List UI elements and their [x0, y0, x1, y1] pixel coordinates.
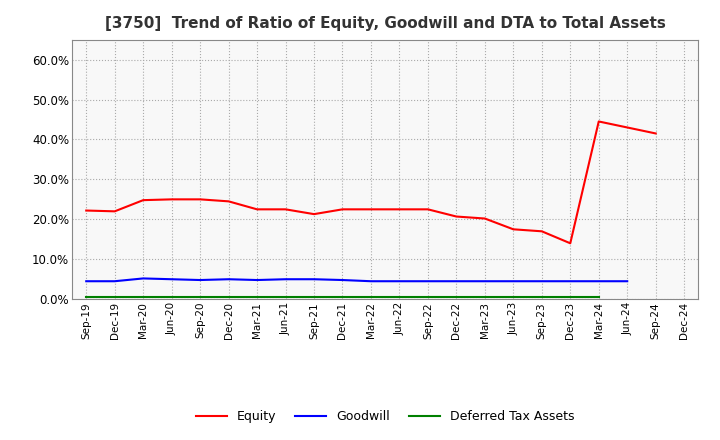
Equity: [509, 227, 518, 232]
Deferred Tax Assets: [282, 294, 290, 300]
Equity: [253, 207, 261, 212]
Goodwill: [566, 279, 575, 284]
Deferred Tax Assets: [196, 294, 204, 300]
Deferred Tax Assets: [423, 294, 432, 300]
Goodwill: [509, 279, 518, 284]
Goodwill: [480, 279, 489, 284]
Equity: [110, 209, 119, 214]
Title: [3750]  Trend of Ratio of Equity, Goodwill and DTA to Total Assets: [3750] Trend of Ratio of Equity, Goodwil…: [105, 16, 665, 32]
Deferred Tax Assets: [566, 294, 575, 300]
Deferred Tax Assets: [509, 294, 518, 300]
Deferred Tax Assets: [253, 294, 261, 300]
Deferred Tax Assets: [537, 294, 546, 300]
Goodwill: [196, 277, 204, 282]
Equity: [282, 207, 290, 212]
Deferred Tax Assets: [110, 294, 119, 300]
Equity: [395, 207, 404, 212]
Deferred Tax Assets: [139, 294, 148, 300]
Line: Goodwill: Goodwill: [86, 279, 627, 281]
Equity: [82, 208, 91, 213]
Equity: [338, 207, 347, 212]
Equity: [196, 197, 204, 202]
Equity: [623, 125, 631, 130]
Deferred Tax Assets: [595, 294, 603, 300]
Deferred Tax Assets: [395, 294, 404, 300]
Goodwill: [338, 277, 347, 282]
Goodwill: [595, 279, 603, 284]
Goodwill: [537, 279, 546, 284]
Goodwill: [395, 279, 404, 284]
Equity: [652, 131, 660, 136]
Equity: [225, 199, 233, 204]
Deferred Tax Assets: [167, 294, 176, 300]
Deferred Tax Assets: [452, 294, 461, 300]
Deferred Tax Assets: [366, 294, 375, 300]
Equity: [310, 212, 318, 217]
Equity: [366, 207, 375, 212]
Deferred Tax Assets: [338, 294, 347, 300]
Goodwill: [423, 279, 432, 284]
Goodwill: [82, 279, 91, 284]
Line: Equity: Equity: [86, 121, 656, 243]
Legend: Equity, Goodwill, Deferred Tax Assets: Equity, Goodwill, Deferred Tax Assets: [191, 405, 580, 428]
Goodwill: [366, 279, 375, 284]
Goodwill: [225, 277, 233, 282]
Deferred Tax Assets: [225, 294, 233, 300]
Deferred Tax Assets: [480, 294, 489, 300]
Goodwill: [623, 279, 631, 284]
Goodwill: [282, 277, 290, 282]
Equity: [566, 241, 575, 246]
Equity: [452, 214, 461, 219]
Equity: [480, 216, 489, 221]
Deferred Tax Assets: [82, 294, 91, 300]
Goodwill: [110, 279, 119, 284]
Equity: [423, 207, 432, 212]
Goodwill: [452, 279, 461, 284]
Equity: [537, 229, 546, 234]
Equity: [167, 197, 176, 202]
Goodwill: [253, 277, 261, 282]
Equity: [595, 119, 603, 124]
Deferred Tax Assets: [310, 294, 318, 300]
Goodwill: [310, 277, 318, 282]
Equity: [139, 198, 148, 203]
Goodwill: [139, 276, 148, 281]
Goodwill: [167, 277, 176, 282]
